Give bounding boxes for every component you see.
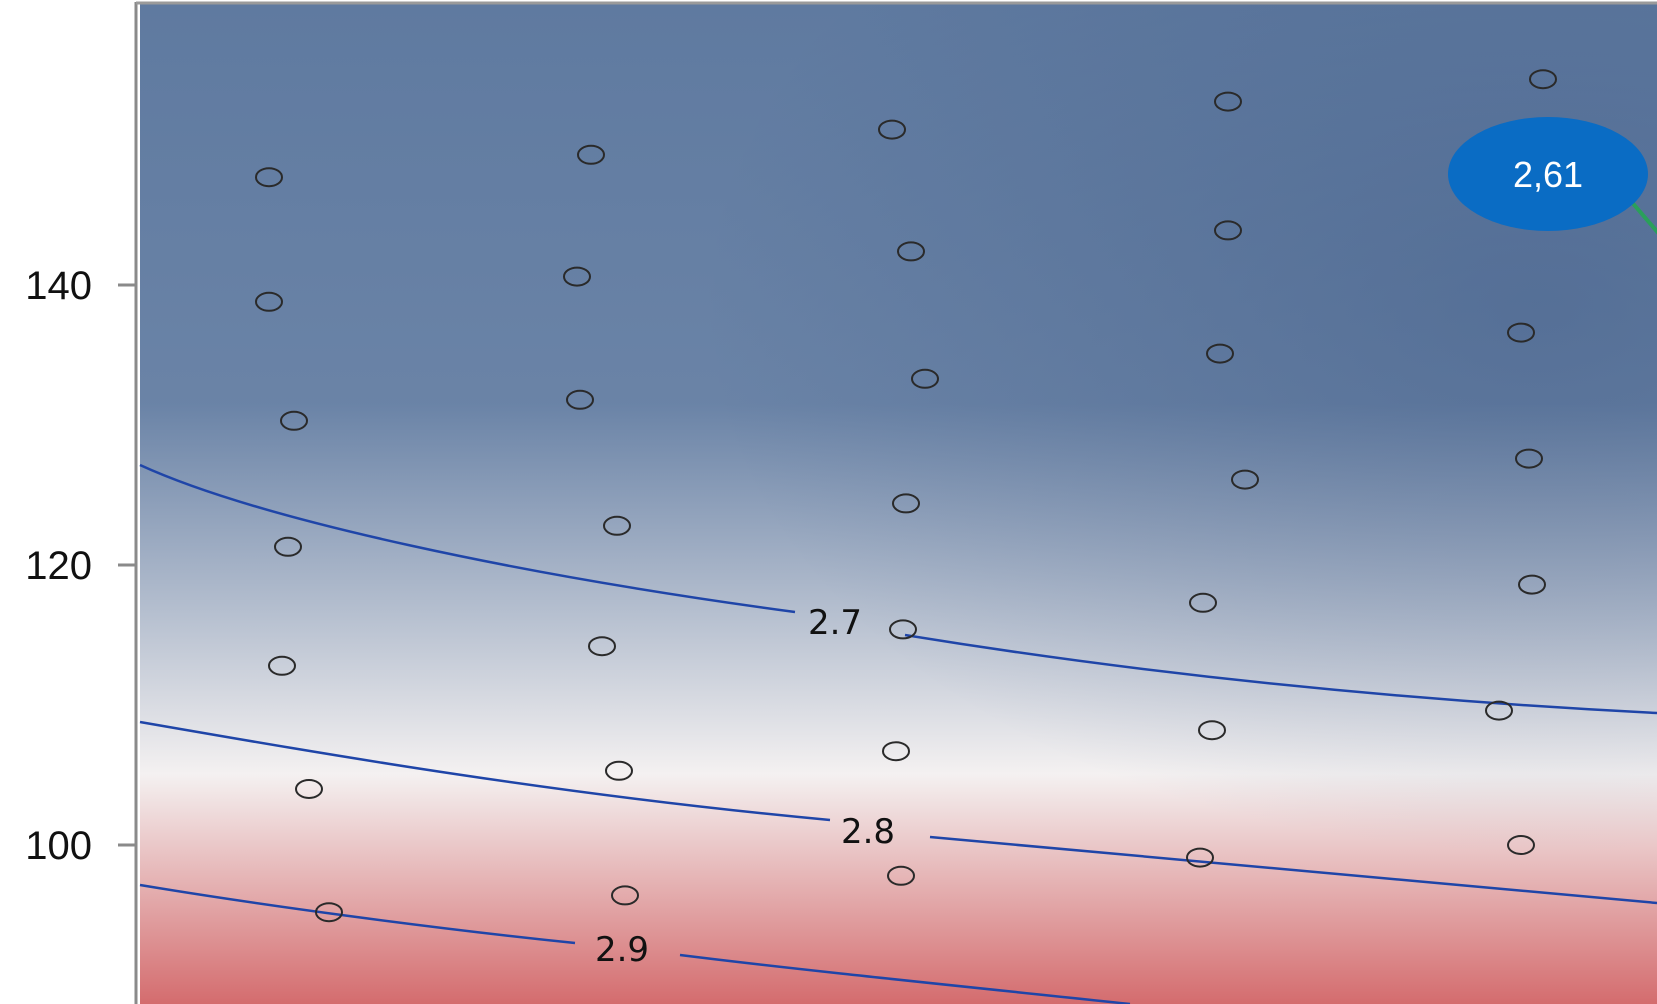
contour-line-2.9: [139, 883, 1131, 1004]
data-point: [611, 885, 639, 906]
data-point: [1198, 720, 1226, 741]
plot-area: [140, 4, 1657, 1004]
data-point: [1214, 220, 1242, 241]
data-point: [887, 865, 915, 886]
value-callout: 2,61: [1448, 117, 1657, 235]
data-point: [1507, 322, 1535, 343]
data-point: [1529, 69, 1557, 90]
data-point: [878, 119, 906, 140]
callout-bubble: [1448, 117, 1648, 231]
data-point: [1515, 448, 1543, 469]
y-tick-label: 100: [25, 824, 92, 868]
data-point: [295, 779, 323, 799]
data-point: [1186, 847, 1214, 868]
data-point: [1231, 469, 1259, 490]
y-tick-label: 120: [25, 544, 92, 588]
data-point: [889, 619, 917, 640]
data-points: [255, 69, 1557, 923]
contour-labels: 2.7 2.8 2.9: [595, 603, 895, 970]
data-point: [1518, 574, 1546, 595]
contour-line-2.8: [139, 720, 1657, 905]
data-point: [1206, 343, 1234, 364]
contour-label: 2.9: [595, 930, 649, 970]
data-point: [255, 291, 283, 312]
data-point: [1214, 91, 1242, 112]
callout-arrow: [1628, 198, 1657, 235]
axes: 100 120 140: [25, 1, 1657, 1004]
plot-shading: [140, 4, 1657, 1004]
y-ticks: 100 120 140: [25, 264, 136, 868]
data-point: [563, 266, 591, 287]
data-point: [1507, 835, 1535, 855]
data-point: [255, 167, 283, 188]
contour-label: 2.8: [841, 812, 895, 852]
data-point: [1189, 592, 1217, 613]
data-point: [274, 536, 302, 557]
data-point: [588, 636, 616, 657]
y-tick-label: 140: [25, 264, 92, 308]
data-point: [892, 493, 920, 514]
contour-line-2.7: [139, 463, 1657, 715]
contour-label: 2.7: [808, 603, 862, 643]
data-point: [605, 760, 633, 781]
data-point: [566, 389, 594, 410]
data-point: [1485, 700, 1513, 721]
data-point: [603, 515, 631, 536]
contour-lines: [139, 463, 1657, 1004]
callout-value: 2,61: [1513, 154, 1583, 195]
data-point: [911, 368, 939, 389]
data-point: [577, 144, 605, 165]
data-point: [882, 741, 910, 762]
data-point: [315, 902, 343, 923]
data-point: [897, 241, 925, 262]
data-point: [280, 410, 308, 431]
data-point: [268, 655, 296, 676]
